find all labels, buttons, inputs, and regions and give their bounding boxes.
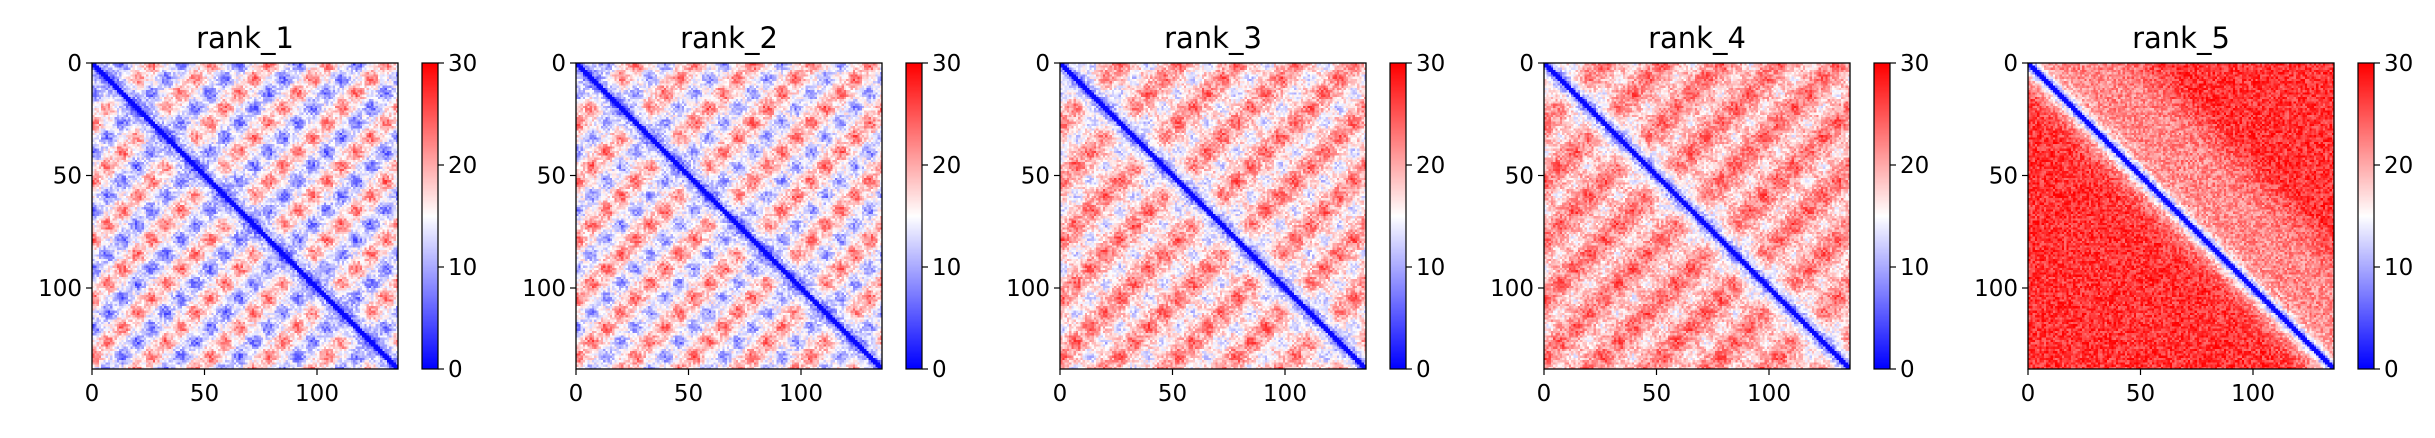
heatmap-panel-5: rank_5 0 50 100 0 50 100 0 10 20 30 (1974, 21, 2413, 407)
colorbar-tick-label: 30 (932, 51, 961, 77)
y-tick-label: 0 (1519, 51, 1534, 77)
panel-title: rank_5 (2132, 21, 2230, 55)
x-tick-label: 50 (674, 381, 703, 407)
colorbar-tick-label: 30 (2384, 51, 2413, 77)
colorbar-tick-label: 0 (1900, 357, 1915, 383)
panel-title: rank_3 (1164, 21, 1262, 55)
colorbar (906, 63, 922, 369)
heatmap-panel-3: rank_3 0 50 100 0 50 100 0 10 20 30 (1006, 21, 1445, 407)
colorbar-tick-label: 10 (2384, 255, 2413, 281)
colorbar-tick-label: 0 (1416, 357, 1431, 383)
x-tick-label: 100 (1747, 381, 1791, 407)
heatmap-panel-2: rank_2 0 50 100 0 50 100 0 10 20 30 (522, 21, 961, 407)
y-tick-label: 100 (1490, 276, 1534, 302)
panel-title: rank_1 (196, 21, 294, 55)
colorbar-frame (1389, 62, 1407, 370)
y-tick-label: 100 (38, 276, 82, 302)
colorbar-frame (905, 62, 923, 370)
panel-title: rank_2 (680, 21, 778, 55)
x-tick-label: 50 (1158, 381, 1187, 407)
colorbar-tick-label: 20 (1416, 153, 1445, 179)
x-tick-label: 50 (2126, 381, 2155, 407)
y-tick-label: 0 (1035, 51, 1050, 77)
colorbar-tick-label: 0 (932, 357, 947, 383)
axes-frame (1543, 62, 1851, 370)
x-tick-label: 100 (295, 381, 339, 407)
x-tick-label: 0 (2021, 381, 2036, 407)
colorbar-tick-label: 0 (448, 357, 463, 383)
axes-frame (91, 62, 399, 370)
y-tick-label: 50 (1989, 164, 2018, 190)
colorbar-frame (2357, 62, 2375, 370)
colorbar (422, 63, 438, 369)
colorbar (1874, 63, 1890, 369)
heatmap-panel-1: rank_1 0 50 100 0 50 100 0 10 20 30 (38, 21, 477, 407)
x-tick-label: 100 (1263, 381, 1307, 407)
x-tick-label: 100 (2231, 381, 2275, 407)
y-tick-label: 0 (2003, 51, 2018, 77)
x-tick-label: 100 (779, 381, 823, 407)
axes-frame (1059, 62, 1367, 370)
x-tick-label: 50 (1642, 381, 1671, 407)
x-tick-label: 0 (1537, 381, 1552, 407)
y-tick-label: 50 (53, 164, 82, 190)
colorbar-tick-label: 20 (448, 153, 477, 179)
heatmap-image (1060, 63, 1366, 369)
axes-frame (2027, 62, 2335, 370)
y-tick-label: 100 (1006, 276, 1050, 302)
y-tick-label: 100 (522, 276, 566, 302)
colorbar-frame (421, 62, 439, 370)
colorbar-tick-label: 10 (448, 255, 477, 281)
y-tick-label: 0 (551, 51, 566, 77)
colorbar-tick-label: 10 (1900, 255, 1929, 281)
colorbar-tick-label: 10 (1416, 255, 1445, 281)
x-tick-label: 0 (569, 381, 584, 407)
colorbar-tick-label: 20 (1900, 153, 1929, 179)
y-tick-label: 50 (1505, 164, 1534, 190)
colorbar-tick-label: 0 (2384, 357, 2399, 383)
colorbar (2358, 63, 2374, 369)
colorbar-tick-label: 20 (932, 153, 961, 179)
colorbar-tick-label: 30 (1416, 51, 1445, 77)
y-tick-label: 100 (1974, 276, 2018, 302)
heatmap-image (576, 63, 882, 369)
heatmap-image (2028, 63, 2334, 369)
y-tick-label: 50 (537, 164, 566, 190)
colorbar (1390, 63, 1406, 369)
x-tick-label: 50 (190, 381, 219, 407)
heatmap-image (1544, 63, 1850, 369)
axes-frame (575, 62, 883, 370)
x-tick-label: 0 (1053, 381, 1068, 407)
colorbar-tick-label: 30 (448, 51, 477, 77)
heatmap-panel-4: rank_4 0 50 100 0 50 100 0 10 20 30 (1490, 21, 1929, 407)
panel-title: rank_4 (1648, 21, 1746, 55)
colorbar-frame (1873, 62, 1891, 370)
y-tick-label: 0 (67, 51, 82, 77)
colorbar-tick-label: 20 (2384, 153, 2413, 179)
heatmap-image (92, 63, 398, 369)
y-tick-label: 50 (1021, 164, 1050, 190)
x-tick-label: 0 (85, 381, 100, 407)
colorbar-tick-label: 10 (932, 255, 961, 281)
colorbar-tick-label: 30 (1900, 51, 1929, 77)
